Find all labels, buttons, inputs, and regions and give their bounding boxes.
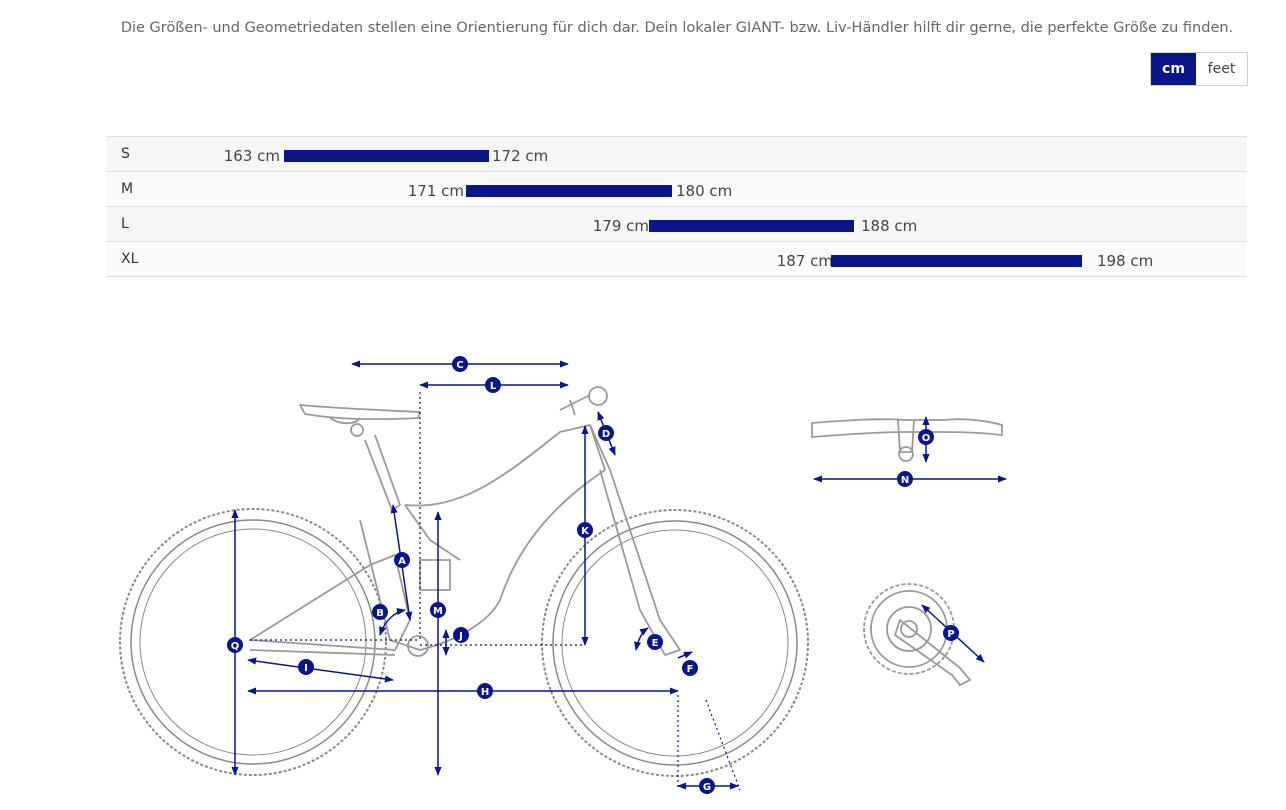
svg-text:L: L: [490, 381, 497, 392]
marker-e: E: [647, 634, 663, 650]
height-range-bar: [831, 255, 1082, 267]
marker-f: F: [682, 660, 698, 676]
svg-text:E: E: [652, 638, 659, 649]
marker-c: C: [452, 356, 468, 372]
svg-text:B: B: [376, 608, 384, 619]
marker-a: A: [394, 552, 410, 568]
size-label: L: [121, 216, 129, 232]
height-max-label: 188 cm: [861, 217, 918, 235]
height-min-label: 187 cm: [776, 252, 833, 270]
marker-b: B: [372, 604, 388, 620]
unit-feet-button[interactable]: feet: [1196, 53, 1247, 85]
size-row-m: M 171 cm 180 cm: [106, 172, 1247, 207]
height-min-label: 171 cm: [407, 182, 464, 200]
marker-h: H: [477, 683, 493, 699]
height-max-label: 180 cm: [676, 182, 733, 200]
size-row-s: S 163 cm 172 cm: [106, 137, 1247, 172]
svg-text:P: P: [947, 629, 954, 640]
svg-text:G: G: [703, 782, 711, 793]
reference-lines: [250, 392, 741, 791]
size-label: XL: [121, 251, 139, 267]
geometry-markers: A B C D E F G H I J K L M N O P Q: [227, 356, 959, 794]
svg-text:F: F: [687, 664, 694, 675]
marker-d: D: [598, 425, 614, 441]
height-range-bar: [466, 185, 672, 197]
handlebar-detail: [811, 418, 1003, 462]
marker-l: L: [485, 377, 501, 393]
svg-text:I: I: [304, 663, 308, 674]
size-label: S: [121, 146, 130, 162]
svg-text:H: H: [481, 687, 489, 698]
svg-text:O: O: [922, 433, 931, 444]
size-row-xl: XL 187 cm 198 cm: [106, 242, 1247, 277]
marker-g: G: [699, 778, 715, 794]
height-min-label: 179 cm: [592, 217, 649, 235]
size-label: M: [121, 181, 134, 197]
front-wheel: [541, 509, 809, 777]
svg-text:D: D: [602, 429, 610, 440]
rear-wheel: [119, 508, 387, 776]
marker-m: M: [430, 602, 446, 618]
unit-toggle: cm feet: [1150, 52, 1248, 86]
height-range-bar: [648, 220, 854, 232]
measurement-arrows: [231, 360, 1007, 790]
marker-q: Q: [227, 637, 243, 653]
svg-text:C: C: [456, 360, 463, 371]
svg-text:N: N: [901, 475, 909, 486]
unit-cm-button[interactable]: cm: [1151, 53, 1196, 85]
marker-i: I: [298, 659, 314, 675]
marker-k: K: [577, 522, 593, 538]
svg-text:J: J: [458, 631, 463, 642]
size-table: S 163 cm 172 cm M 171 cm 180 cm L 179 cm…: [106, 136, 1247, 277]
intro-text: Die Größen- und Geometriedaten stellen e…: [120, 20, 1234, 36]
height-range-bar: [284, 150, 490, 162]
svg-text:K: K: [581, 526, 590, 537]
height-max-label: 198 cm: [1097, 252, 1154, 270]
marker-p: P: [943, 625, 959, 641]
svg-text:Q: Q: [231, 641, 240, 652]
marker-n: N: [897, 471, 913, 487]
height-max-label: 172 cm: [492, 147, 549, 165]
svg-text:M: M: [433, 606, 443, 617]
height-min-label: 163 cm: [223, 147, 280, 165]
marker-o: O: [918, 429, 934, 445]
size-row-l: L 179 cm 188 cm: [106, 207, 1247, 242]
marker-j: J: [453, 627, 469, 643]
svg-text:A: A: [398, 556, 406, 567]
bike-frame: [249, 386, 681, 657]
